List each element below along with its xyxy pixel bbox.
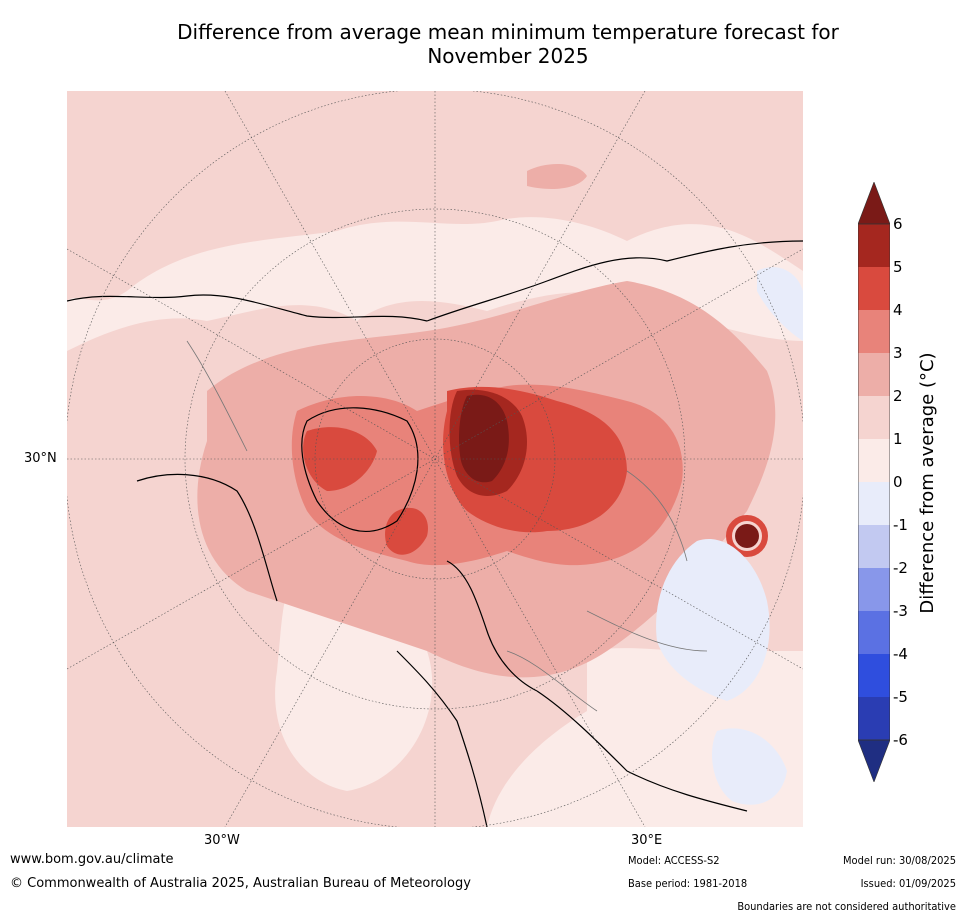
colorbar <box>858 182 890 782</box>
coastlines <box>67 240 803 827</box>
anomaly-minus1-0-south-asia <box>712 728 787 805</box>
model-text: Model: ACCESS-S2 <box>628 854 720 867</box>
tick-minus-2: -2 <box>893 559 908 577</box>
title-line-1: Difference from average mean minimum tem… <box>177 20 839 44</box>
graticule <box>67 91 803 827</box>
anomaly-above-6-central-asia <box>735 524 759 548</box>
colorbar-m2-m1 <box>858 525 890 568</box>
colorbar-0-1 <box>858 439 890 482</box>
tick-minus-6: -6 <box>893 731 908 749</box>
colorbar-1-2 <box>858 396 890 439</box>
colorbar-m1-0 <box>858 482 890 525</box>
anomaly-4-5-east-greenland <box>385 507 428 555</box>
colorbar-m3-m2 <box>858 568 890 611</box>
colorbar-m5-m4 <box>858 654 890 697</box>
colorbar-m4-m3 <box>858 611 890 654</box>
tick-minus-1: -1 <box>893 516 908 534</box>
tick-2: 2 <box>893 387 903 405</box>
tick-minus-3: -3 <box>893 602 908 620</box>
colorbar-3-4 <box>858 310 890 353</box>
website-link[interactable]: www.bom.gov.au/climate <box>10 852 174 867</box>
tick-1: 1 <box>893 430 903 448</box>
tick-3: 3 <box>893 344 903 362</box>
tick-minus-5: -5 <box>893 688 908 706</box>
model-run-text: Model run: 30/08/2025 <box>843 854 956 867</box>
anomaly-4-6-ring-central-asia <box>726 515 768 557</box>
tick-5: 5 <box>893 258 903 276</box>
colorbar-5-6 <box>858 224 890 267</box>
anomaly-above-6-barents-sea <box>459 394 509 483</box>
colorbar-extend-low <box>858 739 890 782</box>
tick-6: 6 <box>893 215 903 233</box>
issued-text: Issued: 01/09/2025 <box>860 877 956 890</box>
lon-label-30w: 30°W <box>204 833 240 848</box>
polar-stereographic-map <box>67 91 803 827</box>
anomaly-minus1-0-east-siberia <box>757 267 803 341</box>
lon-label-30e: 30°E <box>631 833 663 848</box>
colorbar-title: Difference from average (°C) <box>917 352 938 614</box>
colorbar-2-3 <box>858 353 890 396</box>
colorbar-m6-m5 <box>858 697 890 740</box>
country-borders <box>186 340 708 712</box>
tick-0: 0 <box>893 473 903 491</box>
copyright-text: © Commonwealth of Australia 2025, Austra… <box>10 876 471 891</box>
anomaly-2-3-north-pacific-blob <box>527 164 587 189</box>
colorbar-4-5 <box>858 267 890 310</box>
anomaly-2-3-kamchatka <box>647 357 683 392</box>
anomaly-0-1-pacific-patch <box>260 240 397 295</box>
lat-label-30n: 30°N <box>24 451 57 466</box>
tick-4: 4 <box>893 301 903 319</box>
base-period-text: Base period: 1981-2018 <box>628 877 748 890</box>
colorbar-extend-high <box>858 182 890 225</box>
tick-minus-4: -4 <box>893 645 908 663</box>
title-line-2: November 2025 <box>427 44 589 68</box>
chart-title: Difference from average mean minimum tem… <box>0 20 965 68</box>
anomaly-minus1-0-central-asia <box>656 539 770 701</box>
disclaimer-text: Boundaries are not considered authoritat… <box>737 900 956 913</box>
